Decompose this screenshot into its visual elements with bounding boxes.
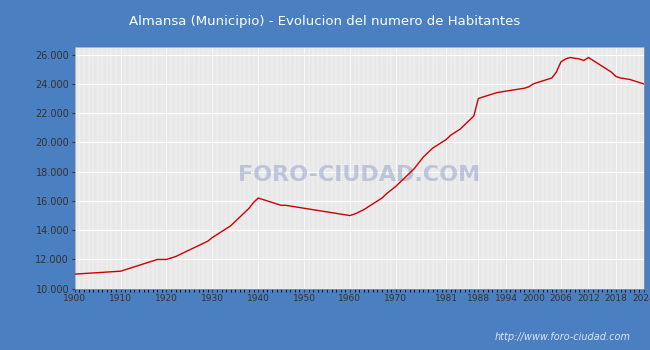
Text: Almansa (Municipio) - Evolucion del numero de Habitantes: Almansa (Municipio) - Evolucion del nume… [129, 14, 521, 28]
Text: http://www.foro-ciudad.com: http://www.foro-ciudad.com [495, 332, 630, 342]
Text: FORO-CIUDAD.COM: FORO-CIUDAD.COM [238, 165, 480, 185]
